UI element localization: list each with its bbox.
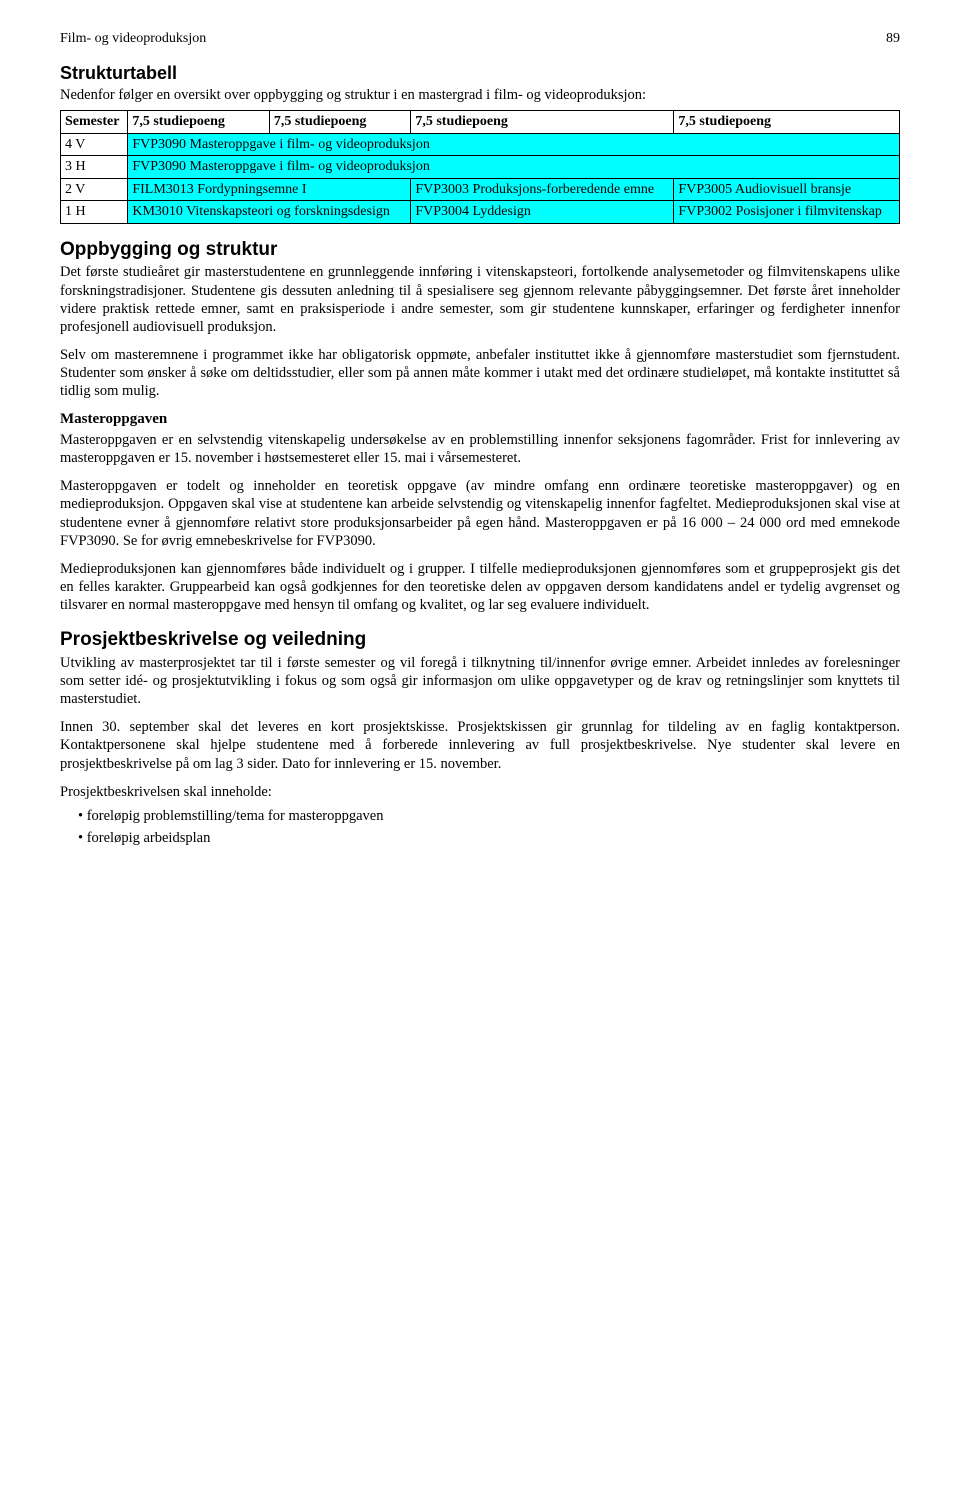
masteroppgaven-p1: Masteroppgaven er en selvstendig vitensk… bbox=[60, 431, 900, 467]
course-cell: FILM3013 Fordypningsemne I bbox=[128, 178, 411, 201]
sem-cell: 1 H bbox=[61, 201, 128, 224]
course-cell: FVP3090 Masteroppgave i film- og videopr… bbox=[128, 156, 900, 179]
strukturtabell-intro: Nedenfor følger en oversikt over oppbygg… bbox=[60, 86, 900, 104]
list-item: foreløpig arbeidsplan bbox=[78, 829, 900, 847]
course-cell: FVP3004 Lyddesign bbox=[411, 201, 674, 224]
masteroppgaven-heading: Masteroppgaven bbox=[60, 410, 900, 429]
course-cell: KM3010 Vitenskapsteori og forskningsdesi… bbox=[128, 201, 411, 224]
col-sp-4: 7,5 studiepoeng bbox=[674, 111, 900, 134]
col-sp-3: 7,5 studiepoeng bbox=[411, 111, 674, 134]
course-cell: FVP3003 Produksjons-forberedende emne bbox=[411, 178, 674, 201]
oppbygging-p2: Selv om masteremnene i programmet ikke h… bbox=[60, 346, 900, 400]
sem-cell: 3 H bbox=[61, 156, 128, 179]
table-row: 1 H KM3010 Vitenskapsteori og forsknings… bbox=[61, 201, 900, 224]
table-header-row: Semester 7,5 studiepoeng 7,5 studiepoeng… bbox=[61, 111, 900, 134]
page-number: 89 bbox=[886, 30, 900, 48]
prosjekt-p2: Innen 30. september skal det leveres en … bbox=[60, 718, 900, 772]
list-item: foreløpig problemstilling/tema for maste… bbox=[78, 807, 900, 825]
table-row: 2 V FILM3013 Fordypningsemne I FVP3003 P… bbox=[61, 178, 900, 201]
prosjekt-p1: Utvikling av masterprosjektet tar til i … bbox=[60, 654, 900, 708]
running-header: Film- og videoproduksjon 89 bbox=[60, 30, 900, 48]
course-cell: FVP3005 Audiovisuell bransje bbox=[674, 178, 900, 201]
masteroppgaven-p3: Medieproduksjonen kan gjennomføres både … bbox=[60, 560, 900, 614]
prosjekt-heading: Prosjektbeskrivelse og veiledning bbox=[60, 628, 900, 652]
col-sp-1: 7,5 studiepoeng bbox=[128, 111, 270, 134]
table-body: 4 V FVP3090 Masteroppgave i film- og vid… bbox=[61, 133, 900, 223]
running-title: Film- og videoproduksjon bbox=[60, 30, 206, 48]
prosjekt-p3: Prosjektbeskrivelsen skal inneholde: bbox=[60, 783, 900, 801]
prosjekt-bullets: foreløpig problemstilling/tema for maste… bbox=[78, 807, 900, 847]
structure-table: Semester 7,5 studiepoeng 7,5 studiepoeng… bbox=[60, 110, 900, 224]
strukturtabell-heading: Strukturtabell bbox=[60, 62, 900, 85]
sem-cell: 2 V bbox=[61, 178, 128, 201]
masteroppgaven-p2: Masteroppgaven er todelt og inneholder e… bbox=[60, 477, 900, 550]
col-sp-2: 7,5 studiepoeng bbox=[269, 111, 411, 134]
course-cell: FVP3090 Masteroppgave i film- og videopr… bbox=[128, 133, 900, 156]
col-semester: Semester bbox=[61, 111, 128, 134]
table-row: 3 H FVP3090 Masteroppgave i film- og vid… bbox=[61, 156, 900, 179]
oppbygging-heading: Oppbygging og struktur bbox=[60, 238, 900, 262]
course-cell: FVP3002 Posisjoner i filmvitenskap bbox=[674, 201, 900, 224]
table-row: 4 V FVP3090 Masteroppgave i film- og vid… bbox=[61, 133, 900, 156]
oppbygging-p1: Det første studieåret gir masterstudente… bbox=[60, 263, 900, 336]
sem-cell: 4 V bbox=[61, 133, 128, 156]
